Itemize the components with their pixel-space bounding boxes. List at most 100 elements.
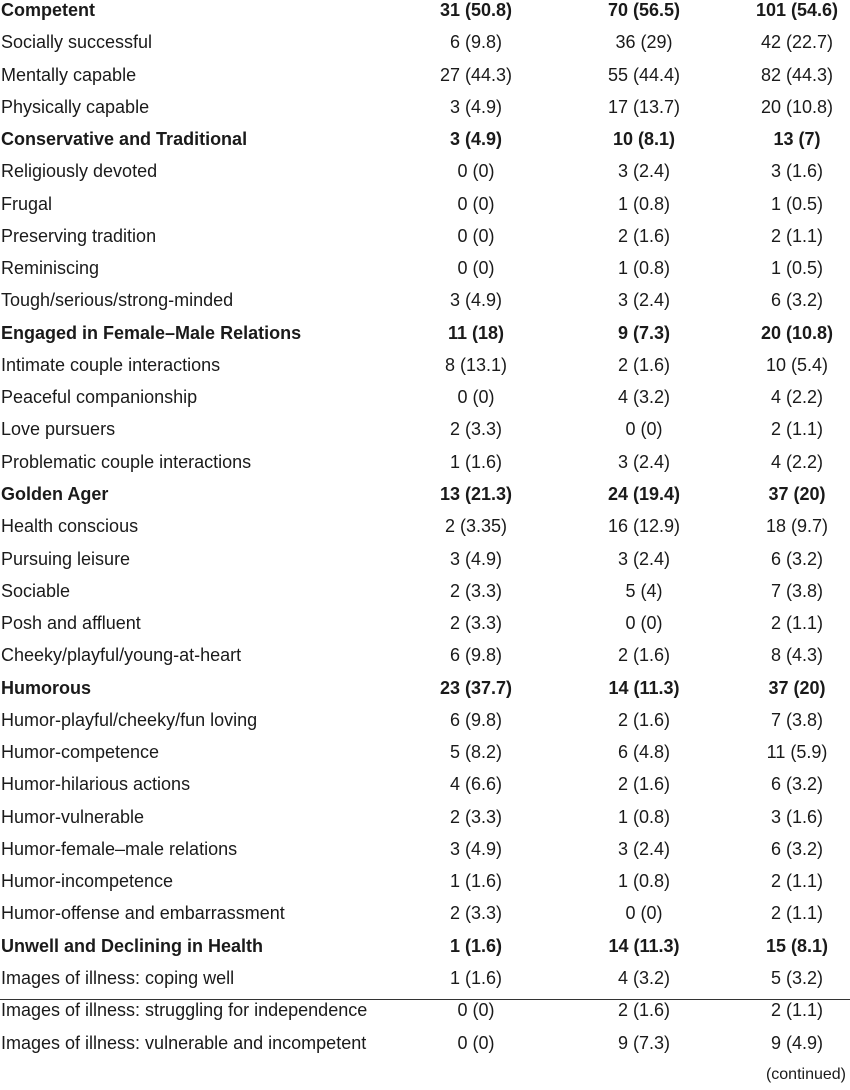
table-row: Images of illness: coping well 1 (1.6) 4 (…	[0, 962, 850, 994]
cell-col-1: 5 (8.2)	[449, 742, 503, 763]
cell-col-1: 6 (9.8)	[449, 709, 503, 730]
cell-col-3: 1 (0.5)	[770, 258, 824, 279]
cell-col-3: 8 (4.3)	[770, 645, 824, 666]
row-label: Tough/serious/strong-minded	[1, 290, 234, 311]
cell-col-2: 3 (2.4)	[617, 161, 671, 182]
cell-col-2: 1 (0.8)	[617, 871, 671, 892]
row-label: Sociable	[1, 580, 71, 601]
cell-col-1: 0 (0)	[457, 1032, 495, 1053]
table-row: Mentally capable 27 (44.3) 55 (44.4) 82 (44…	[0, 59, 850, 91]
cell-col-1: 0 (0)	[457, 387, 495, 408]
cell-col-1: 2 (3.3)	[449, 903, 503, 924]
table-row: Posh and affluent 2 (3.3) 0 (0) 2 (1.1)	[0, 607, 850, 639]
cell-col-1: 3 (4.9)	[449, 129, 503, 150]
table-row: Pursuing leisure 3 (4.9) 3 (2.4) 6 (3.2)	[0, 543, 850, 575]
cell-col-3: 7 (3.8)	[770, 580, 824, 601]
cell-col-3: 37 (20)	[768, 677, 826, 698]
cell-col-1: 6 (9.8)	[449, 32, 503, 53]
cell-col-3: 10 (5.4)	[765, 354, 829, 375]
cell-col-1: 3 (4.9)	[449, 838, 503, 859]
cell-col-2: 0 (0)	[625, 419, 663, 440]
cell-col-3: 7 (3.8)	[770, 709, 824, 730]
row-label: Humor-hilarious actions	[1, 774, 191, 795]
table-row: Humor-hilarious actions 4 (6.6) 2 (1.6) 6 (…	[0, 768, 850, 800]
cell-col-3: 20 (10.8)	[760, 322, 834, 343]
cell-col-1: 3 (4.9)	[449, 548, 503, 569]
category-row: Humorous 23 (37.7) 14 (11.3) 37 (20)	[0, 672, 850, 704]
cell-col-2: 0 (0)	[625, 903, 663, 924]
cell-col-3: 3 (1.6)	[770, 161, 824, 182]
cell-col-1: 23 (37.7)	[439, 677, 513, 698]
row-label: Images of illness: struggling for indepe…	[1, 1000, 368, 1021]
cell-col-3: 13 (7)	[773, 129, 821, 150]
row-label: Reminiscing	[1, 258, 100, 279]
table-row: Humor-vulnerable 2 (3.3) 1 (0.8) 3 (1.6)	[0, 801, 850, 833]
cell-col-3: 9 (4.9)	[770, 1032, 824, 1053]
cell-col-3: 18 (9.7)	[765, 516, 829, 537]
cell-col-1: 0 (0)	[457, 193, 495, 214]
cell-col-3: 4 (2.2)	[770, 387, 824, 408]
row-label: Golden Ager	[1, 483, 109, 504]
cell-col-2: 3 (2.4)	[617, 838, 671, 859]
cell-col-1: 1 (1.6)	[449, 967, 503, 988]
cell-col-2: 5 (4)	[625, 580, 663, 601]
row-label: Humor-playful/cheeky/fun loving	[1, 709, 258, 730]
cell-col-2: 9 (7.3)	[617, 1032, 671, 1053]
cell-col-3: 11 (5.9)	[766, 742, 828, 763]
table-row: Religiously devoted 0 (0) 3 (2.4) 3 (1.6)	[0, 155, 850, 187]
row-label: Engaged in Female–Male Relations	[1, 322, 302, 343]
row-label: Cheeky/playful/young-at-heart	[1, 645, 242, 666]
cell-col-1: 3 (4.9)	[449, 290, 503, 311]
cell-col-1: 27 (44.3)	[439, 64, 513, 85]
row-label: Love pursuers	[1, 419, 116, 440]
cell-col-2: 0 (0)	[625, 613, 663, 634]
cell-col-3: 6 (3.2)	[770, 838, 824, 859]
cell-col-1: 4 (6.6)	[449, 774, 503, 795]
cell-col-2: 55 (44.4)	[607, 64, 681, 85]
table-row: Frugal 0 (0) 1 (0.8) 1 (0.5)	[0, 188, 850, 220]
table-bottom-rule	[0, 999, 850, 1000]
row-label: Intimate couple interactions	[1, 354, 221, 375]
cell-col-2: 2 (1.6)	[617, 774, 671, 795]
category-row: Conservative and Traditional 3 (4.9) 10 (8…	[0, 123, 850, 155]
table-row: Socially successful 6 (9.8) 36 (29) 42 (22.…	[0, 26, 850, 58]
cell-col-1: 2 (3.3)	[449, 806, 503, 827]
cell-col-1: 1 (1.6)	[449, 871, 503, 892]
cell-col-1: 1 (1.6)	[449, 451, 503, 472]
cell-col-3: 6 (3.2)	[770, 774, 824, 795]
cell-col-2: 17 (13.7)	[607, 96, 681, 117]
cell-col-1: 3 (4.9)	[449, 96, 503, 117]
cell-col-3: 2 (1.1)	[770, 871, 824, 892]
row-label: Problematic couple interactions	[1, 451, 252, 472]
cell-col-2: 2 (1.6)	[617, 225, 671, 246]
row-label: Frugal	[1, 193, 53, 214]
row-label: Religiously devoted	[1, 161, 158, 182]
row-label: Humor-incompetence	[1, 871, 174, 892]
cell-col-2: 6 (4.8)	[617, 742, 671, 763]
table-row: Tough/serious/strong-minded 3 (4.9) 3 (2.4…	[0, 284, 850, 316]
cell-col-1: 13 (21.3)	[439, 483, 513, 504]
row-label: Conservative and Traditional	[1, 129, 248, 150]
cell-col-1: 0 (0)	[457, 225, 495, 246]
cell-col-3: 2 (1.1)	[770, 225, 824, 246]
cell-col-1: 2 (3.3)	[449, 613, 503, 634]
table-row: Humor-playful/cheeky/fun loving 6 (9.8) 2 …	[0, 704, 850, 736]
cell-col-2: 14 (11.3)	[608, 677, 680, 698]
cell-col-3: 82 (44.3)	[760, 64, 834, 85]
cell-col-1: 2 (3.35)	[444, 516, 508, 537]
table-row: Preserving tradition 0 (0) 2 (1.6) 2 (1.1)	[0, 220, 850, 252]
cell-col-2: 70 (56.5)	[607, 0, 681, 20]
row-label: Competent	[1, 0, 95, 20]
cell-col-1: 8 (13.1)	[444, 354, 508, 375]
row-label: Socially successful	[1, 32, 153, 53]
cell-col-2: 3 (2.4)	[617, 290, 671, 311]
cell-col-2: 3 (2.4)	[617, 548, 671, 569]
cell-col-3: 4 (2.2)	[770, 451, 824, 472]
cell-col-3: 2 (1.1)	[770, 903, 824, 924]
table-row: Physically capable 3 (4.9) 17 (13.7) 20 (10…	[0, 91, 850, 123]
cell-col-2: 14 (11.3)	[608, 935, 680, 956]
cell-col-2: 2 (1.6)	[617, 709, 671, 730]
cell-col-3: 37 (20)	[768, 483, 826, 504]
category-row: Engaged in Female–Male Relations 11 (18) 9…	[0, 317, 850, 349]
continued-note: (continued)	[765, 1066, 846, 1083]
